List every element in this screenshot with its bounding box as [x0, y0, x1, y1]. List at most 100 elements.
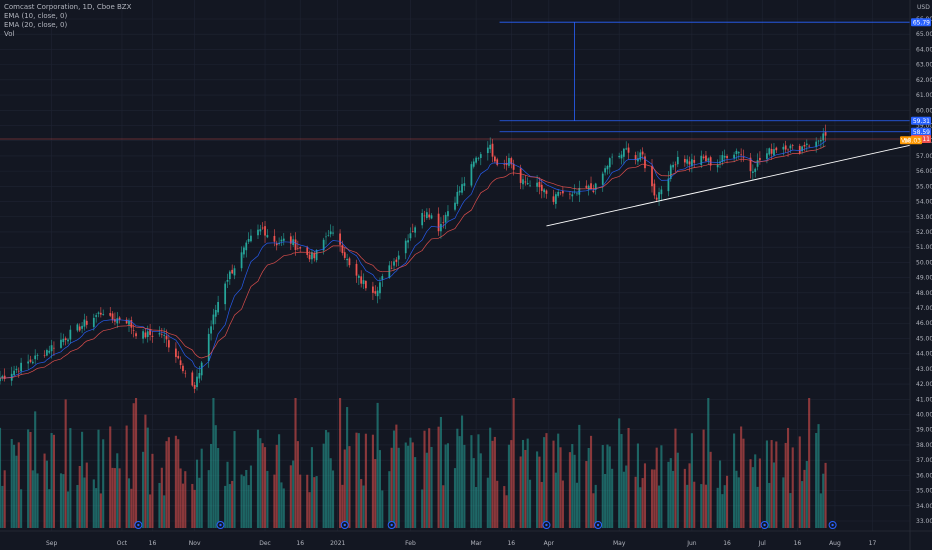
- indicator-ema10[interactable]: EMA (10, close, 0): [4, 12, 68, 20]
- volume-bar: [339, 398, 342, 528]
- volume-bar: [765, 440, 768, 528]
- volume-bar: [134, 398, 138, 528]
- drawings[interactable]: [0, 21, 911, 227]
- candle-body: [543, 189, 546, 193]
- price-tick-label: 54.00: [916, 199, 932, 206]
- candle-body: [594, 183, 597, 190]
- event-dot: [763, 523, 766, 527]
- candle-body: [428, 214, 431, 218]
- candle-body: [43, 354, 46, 356]
- candle-body: [510, 158, 513, 165]
- candle-body: [522, 179, 524, 185]
- candle-body: [198, 373, 201, 379]
- volume-bar: [749, 459, 752, 528]
- symbol-title[interactable]: Comcast Corporation, 1D, Cboe BZX: [4, 3, 132, 11]
- candle-body: [756, 160, 759, 167]
- candle-body: [590, 183, 592, 190]
- volume-bar: [545, 433, 548, 528]
- candle-body: [60, 339, 62, 348]
- candle-body: [266, 235, 269, 238]
- volume-bar: [568, 452, 571, 528]
- candle-body: [200, 362, 203, 376]
- volume-bar: [142, 451, 145, 528]
- candle-body: [151, 335, 154, 337]
- candle-body: [264, 226, 266, 236]
- candle-body: [660, 189, 663, 195]
- event-markers[interactable]: [134, 521, 837, 529]
- time-tick-label: Aug: [829, 540, 841, 547]
- volume-bar: [690, 433, 693, 528]
- volume-bar: [510, 440, 513, 528]
- volume-bar: [278, 434, 281, 528]
- candle-body: [226, 280, 229, 282]
- price-tick-label: 42.00: [916, 381, 932, 388]
- candle-body: [458, 190, 461, 193]
- candle-body: [132, 330, 135, 331]
- candle-body: [461, 184, 463, 193]
- candle-body: [787, 149, 789, 151]
- candle-body: [430, 215, 433, 219]
- candle-body: [92, 317, 95, 327]
- candle-body: [627, 147, 630, 153]
- candle-body: [508, 158, 510, 166]
- candle-body: [210, 326, 212, 334]
- price-axis[interactable]: USD 66.0065.0064.0063.0062.0061.0060.005…: [916, 4, 932, 525]
- candle-body: [592, 190, 595, 193]
- candle-body: [376, 290, 379, 297]
- volume-bar: [606, 444, 609, 528]
- candle-body: [67, 339, 69, 342]
- candle-body: [214, 310, 217, 317]
- volume-bar: [672, 470, 675, 528]
- volume-bar: [306, 474, 309, 528]
- volume-bar: [275, 444, 278, 528]
- indicator-volume[interactable]: Vol: [4, 30, 15, 38]
- candle-body: [245, 242, 248, 251]
- volume-bar: [660, 445, 663, 528]
- volume-bar: [217, 448, 220, 528]
- candle-body: [608, 158, 611, 168]
- candle-body: [651, 166, 653, 187]
- volume-bar: [360, 479, 363, 528]
- candle-body: [163, 334, 166, 336]
- candle-body: [27, 361, 30, 364]
- volume-bar: [45, 460, 48, 528]
- time-tick-label: Dec: [259, 540, 271, 547]
- volume-bar: [618, 418, 621, 528]
- volume-bar: [191, 483, 194, 528]
- indicator-ema20[interactable]: EMA (20, close, 0): [4, 21, 68, 29]
- candle-body: [111, 313, 114, 321]
- volume-bar: [327, 432, 330, 528]
- volume-bar: [751, 467, 754, 528]
- candle-body: [524, 181, 527, 183]
- candle-body: [294, 239, 297, 250]
- volume-bar: [348, 446, 351, 528]
- candle-body: [641, 151, 644, 155]
- volume-bar: [149, 494, 152, 528]
- candle-body: [306, 247, 309, 255]
- candle-body: [526, 183, 529, 185]
- candle-body: [618, 155, 621, 158]
- volume-bar: [390, 447, 393, 528]
- price-tick-label: 35.00: [916, 488, 932, 495]
- candle-body: [15, 368, 18, 371]
- candle-body: [770, 148, 773, 154]
- candle-body: [193, 385, 196, 389]
- candle-body: [545, 190, 548, 194]
- volume-bar: [245, 470, 248, 528]
- candle-body: [135, 333, 137, 337]
- candle-body: [102, 314, 105, 315]
- candle-body: [118, 317, 121, 320]
- volume-bar: [718, 460, 722, 528]
- price-tick-label: 57.00: [916, 153, 932, 160]
- candle-body: [447, 211, 449, 217]
- volume-bar: [439, 416, 442, 528]
- candle-body: [17, 370, 20, 372]
- volume-bar: [346, 407, 349, 528]
- volume-bar: [758, 458, 761, 528]
- candle-body: [637, 158, 639, 162]
- candle-body: [332, 232, 334, 234]
- volume-bar: [709, 451, 712, 528]
